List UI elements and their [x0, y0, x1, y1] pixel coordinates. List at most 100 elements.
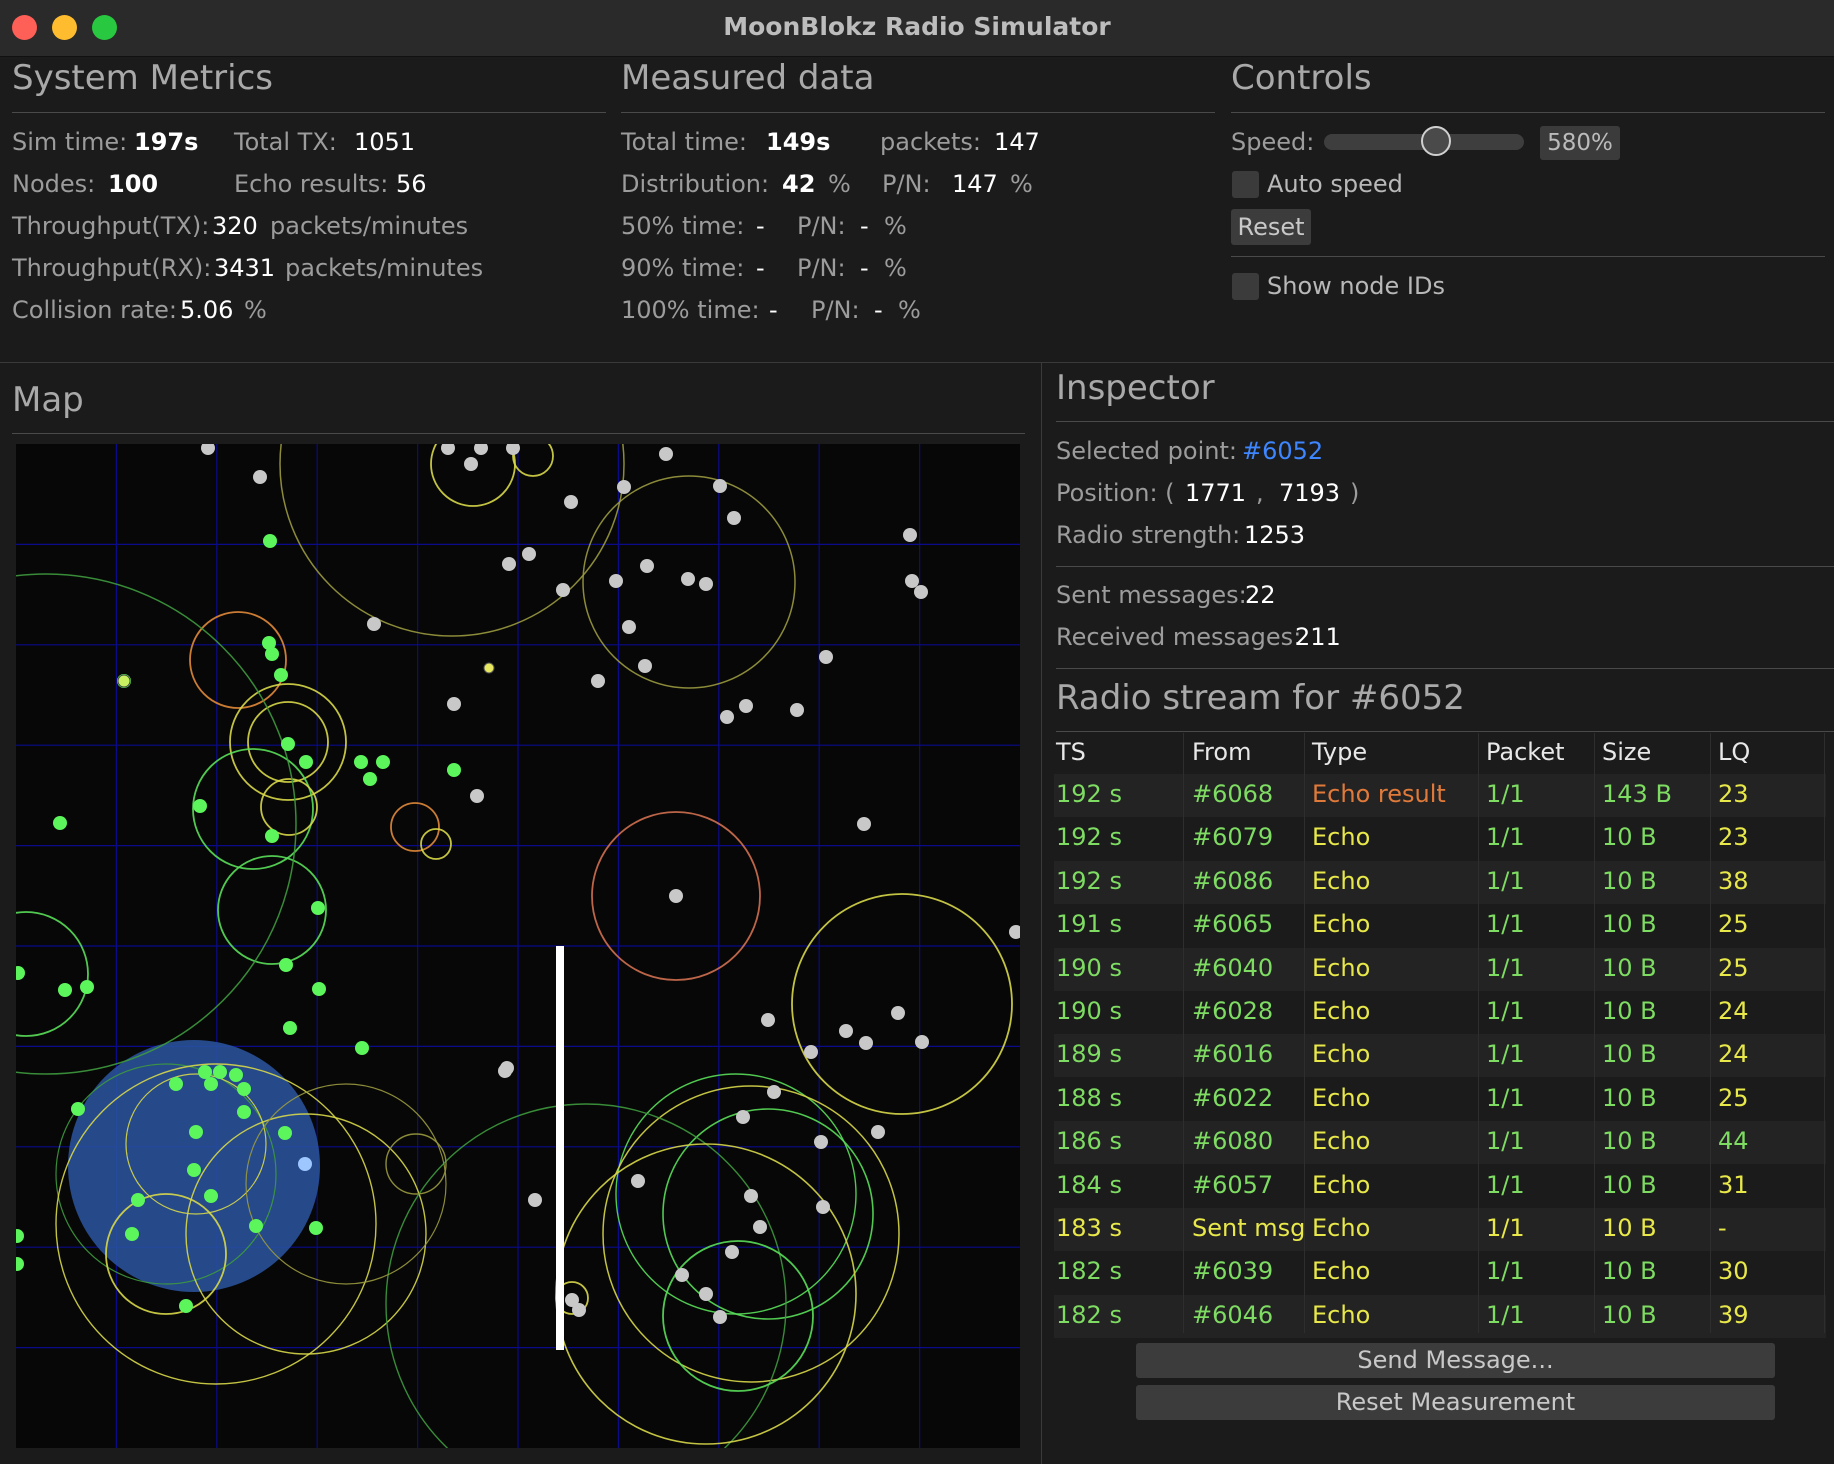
total-time-value: 149s: [766, 128, 831, 156]
cell-type: Echo: [1312, 997, 1371, 1025]
table-row[interactable]: 190 s #6040 Echo 1/1 10 B 25: [1054, 947, 1826, 991]
node-active: [229, 1068, 243, 1082]
node-active: [263, 534, 277, 548]
auto-speed-checkbox[interactable]: [1232, 171, 1259, 198]
t90-pn-value: -: [860, 254, 869, 282]
node-radio-range: [602, 1085, 900, 1383]
node-active: [237, 1082, 251, 1096]
window-title: MoonBlokz Radio Simulator: [723, 12, 1111, 41]
table-row[interactable]: 190 s #6028 Echo 1/1 10 B 24: [1054, 991, 1826, 1034]
cell-ts: 192 s: [1056, 780, 1122, 808]
pn-value: 147: [952, 170, 998, 198]
map-canvas[interactable]: [16, 444, 1020, 1448]
t100-value: -: [769, 296, 778, 324]
show-node-ids-label[interactable]: Show node IDs: [1267, 272, 1445, 300]
cell-lq: 24: [1718, 997, 1749, 1025]
auto-speed-label[interactable]: Auto speed: [1267, 170, 1403, 198]
table-row[interactable]: 191 s #6065 Echo 1/1 10 B 25: [1054, 904, 1826, 947]
table-row[interactable]: 183 s Sent msg Echo 1/1 10 B -: [1054, 1208, 1826, 1251]
cell-size: 10 B: [1602, 1300, 1657, 1329]
table-row[interactable]: 192 s #6068 Echo result 1/1 143 B 23: [1054, 774, 1826, 817]
collision-rate-label: Collision rate:: [12, 296, 177, 324]
send-message-button[interactable]: Send Message...: [1136, 1343, 1775, 1378]
node-idle: [447, 697, 461, 711]
show-node-ids-checkbox[interactable]: [1232, 273, 1259, 300]
node-active: [311, 901, 325, 915]
col-header-size[interactable]: Size: [1602, 738, 1652, 766]
node-active: [53, 816, 67, 830]
node-idle: [720, 710, 734, 724]
close-window-icon[interactable]: [12, 15, 37, 40]
cell-lq: 30: [1718, 1257, 1749, 1286]
node-selected: [298, 1157, 312, 1171]
radio-strength-value: 1253: [1244, 521, 1306, 549]
cell-packet: 1/1: [1486, 953, 1525, 982]
radio-strength-label: Radio strength:: [1056, 521, 1241, 549]
minimize-window-icon[interactable]: [52, 15, 77, 40]
cell-size: 10 B: [1602, 1257, 1657, 1286]
col-header-lq[interactable]: LQ: [1718, 738, 1751, 766]
reset-measurement-button[interactable]: Reset Measurement: [1136, 1385, 1775, 1420]
t50-label: 50% time:: [621, 212, 745, 240]
node-idle: [914, 585, 928, 599]
cell-type: Echo: [1312, 1040, 1371, 1069]
cell-size: 10 B: [1602, 1083, 1657, 1112]
t90-value: -: [756, 254, 765, 282]
node-radio-range: [192, 748, 314, 870]
node-active: [249, 1219, 263, 1233]
table-row[interactable]: 192 s #6079 Echo 1/1 10 B 23: [1054, 817, 1826, 860]
node-idle: [857, 817, 871, 831]
col-header-from[interactable]: From: [1192, 738, 1252, 766]
cell-ts: 183 s: [1056, 1214, 1122, 1242]
node-idle: [725, 1245, 739, 1259]
node-idle: [891, 1006, 905, 1020]
sim-time-label: Sim time:: [12, 128, 128, 156]
cell-from: #6046: [1192, 1300, 1274, 1329]
node-idle: [790, 703, 804, 717]
cell-lq: 23: [1718, 823, 1749, 852]
col-header-packet[interactable]: Packet: [1486, 738, 1565, 766]
throughput-rx-label: Throughput(RX):: [12, 254, 212, 282]
reset-button[interactable]: Reset: [1231, 209, 1311, 245]
node-idle: [713, 479, 727, 493]
node-active: [274, 668, 288, 682]
node-active: [265, 647, 279, 661]
table-row[interactable]: 182 s #6039 Echo 1/1 10 B 30: [1054, 1251, 1826, 1294]
selected-point-link[interactable]: #6052: [1242, 437, 1324, 465]
node-radio-range: [217, 855, 327, 965]
col-header-ts[interactable]: TS: [1056, 738, 1086, 766]
node-active: [16, 1229, 24, 1243]
table-row[interactable]: 182 s #6046 Echo 1/1 10 B 39: [1054, 1294, 1826, 1338]
cell-type: Echo: [1312, 1170, 1371, 1199]
table-row[interactable]: 192 s #6086 Echo 1/1 10 B 38: [1054, 860, 1826, 904]
zoom-window-icon[interactable]: [92, 15, 117, 40]
cell-packet: 1/1: [1486, 1170, 1525, 1199]
table-row[interactable]: 184 s #6057 Echo 1/1 10 B 31: [1054, 1165, 1826, 1208]
table-row[interactable]: 186 s #6080 Echo 1/1 10 B 44: [1054, 1121, 1826, 1165]
measured-data-divider: [621, 112, 1215, 113]
cell-from: #6040: [1192, 953, 1274, 982]
node-idle: [572, 1303, 586, 1317]
col-header-type[interactable]: Type: [1312, 738, 1368, 766]
node-idle: [556, 583, 570, 597]
cell-size: 10 B: [1602, 866, 1657, 895]
table-row[interactable]: 188 s #6022 Echo 1/1 10 B 25: [1054, 1078, 1826, 1121]
node-idle: [736, 1110, 750, 1124]
col-divider: [1183, 733, 1184, 1333]
cell-ts: 190 s: [1056, 953, 1122, 982]
cell-type: Echo: [1312, 1257, 1371, 1286]
speed-label: Speed:: [1231, 128, 1315, 156]
t100-pn-value: -: [874, 296, 883, 324]
position-y: 7193: [1279, 479, 1341, 507]
cell-lq: 23: [1718, 780, 1749, 808]
node-active: [299, 755, 313, 769]
node-active: [376, 755, 390, 769]
node-active: [483, 662, 495, 674]
node-radio-range: [189, 611, 287, 709]
table-row[interactable]: 189 s #6016 Echo 1/1 10 B 24: [1054, 1034, 1826, 1078]
speed-slider-knob[interactable]: [1421, 126, 1451, 156]
speed-value[interactable]: 580%: [1540, 126, 1620, 160]
node-idle: [498, 1064, 512, 1078]
cell-ts: 192 s: [1056, 866, 1122, 895]
node-radio-range: [791, 893, 1013, 1115]
